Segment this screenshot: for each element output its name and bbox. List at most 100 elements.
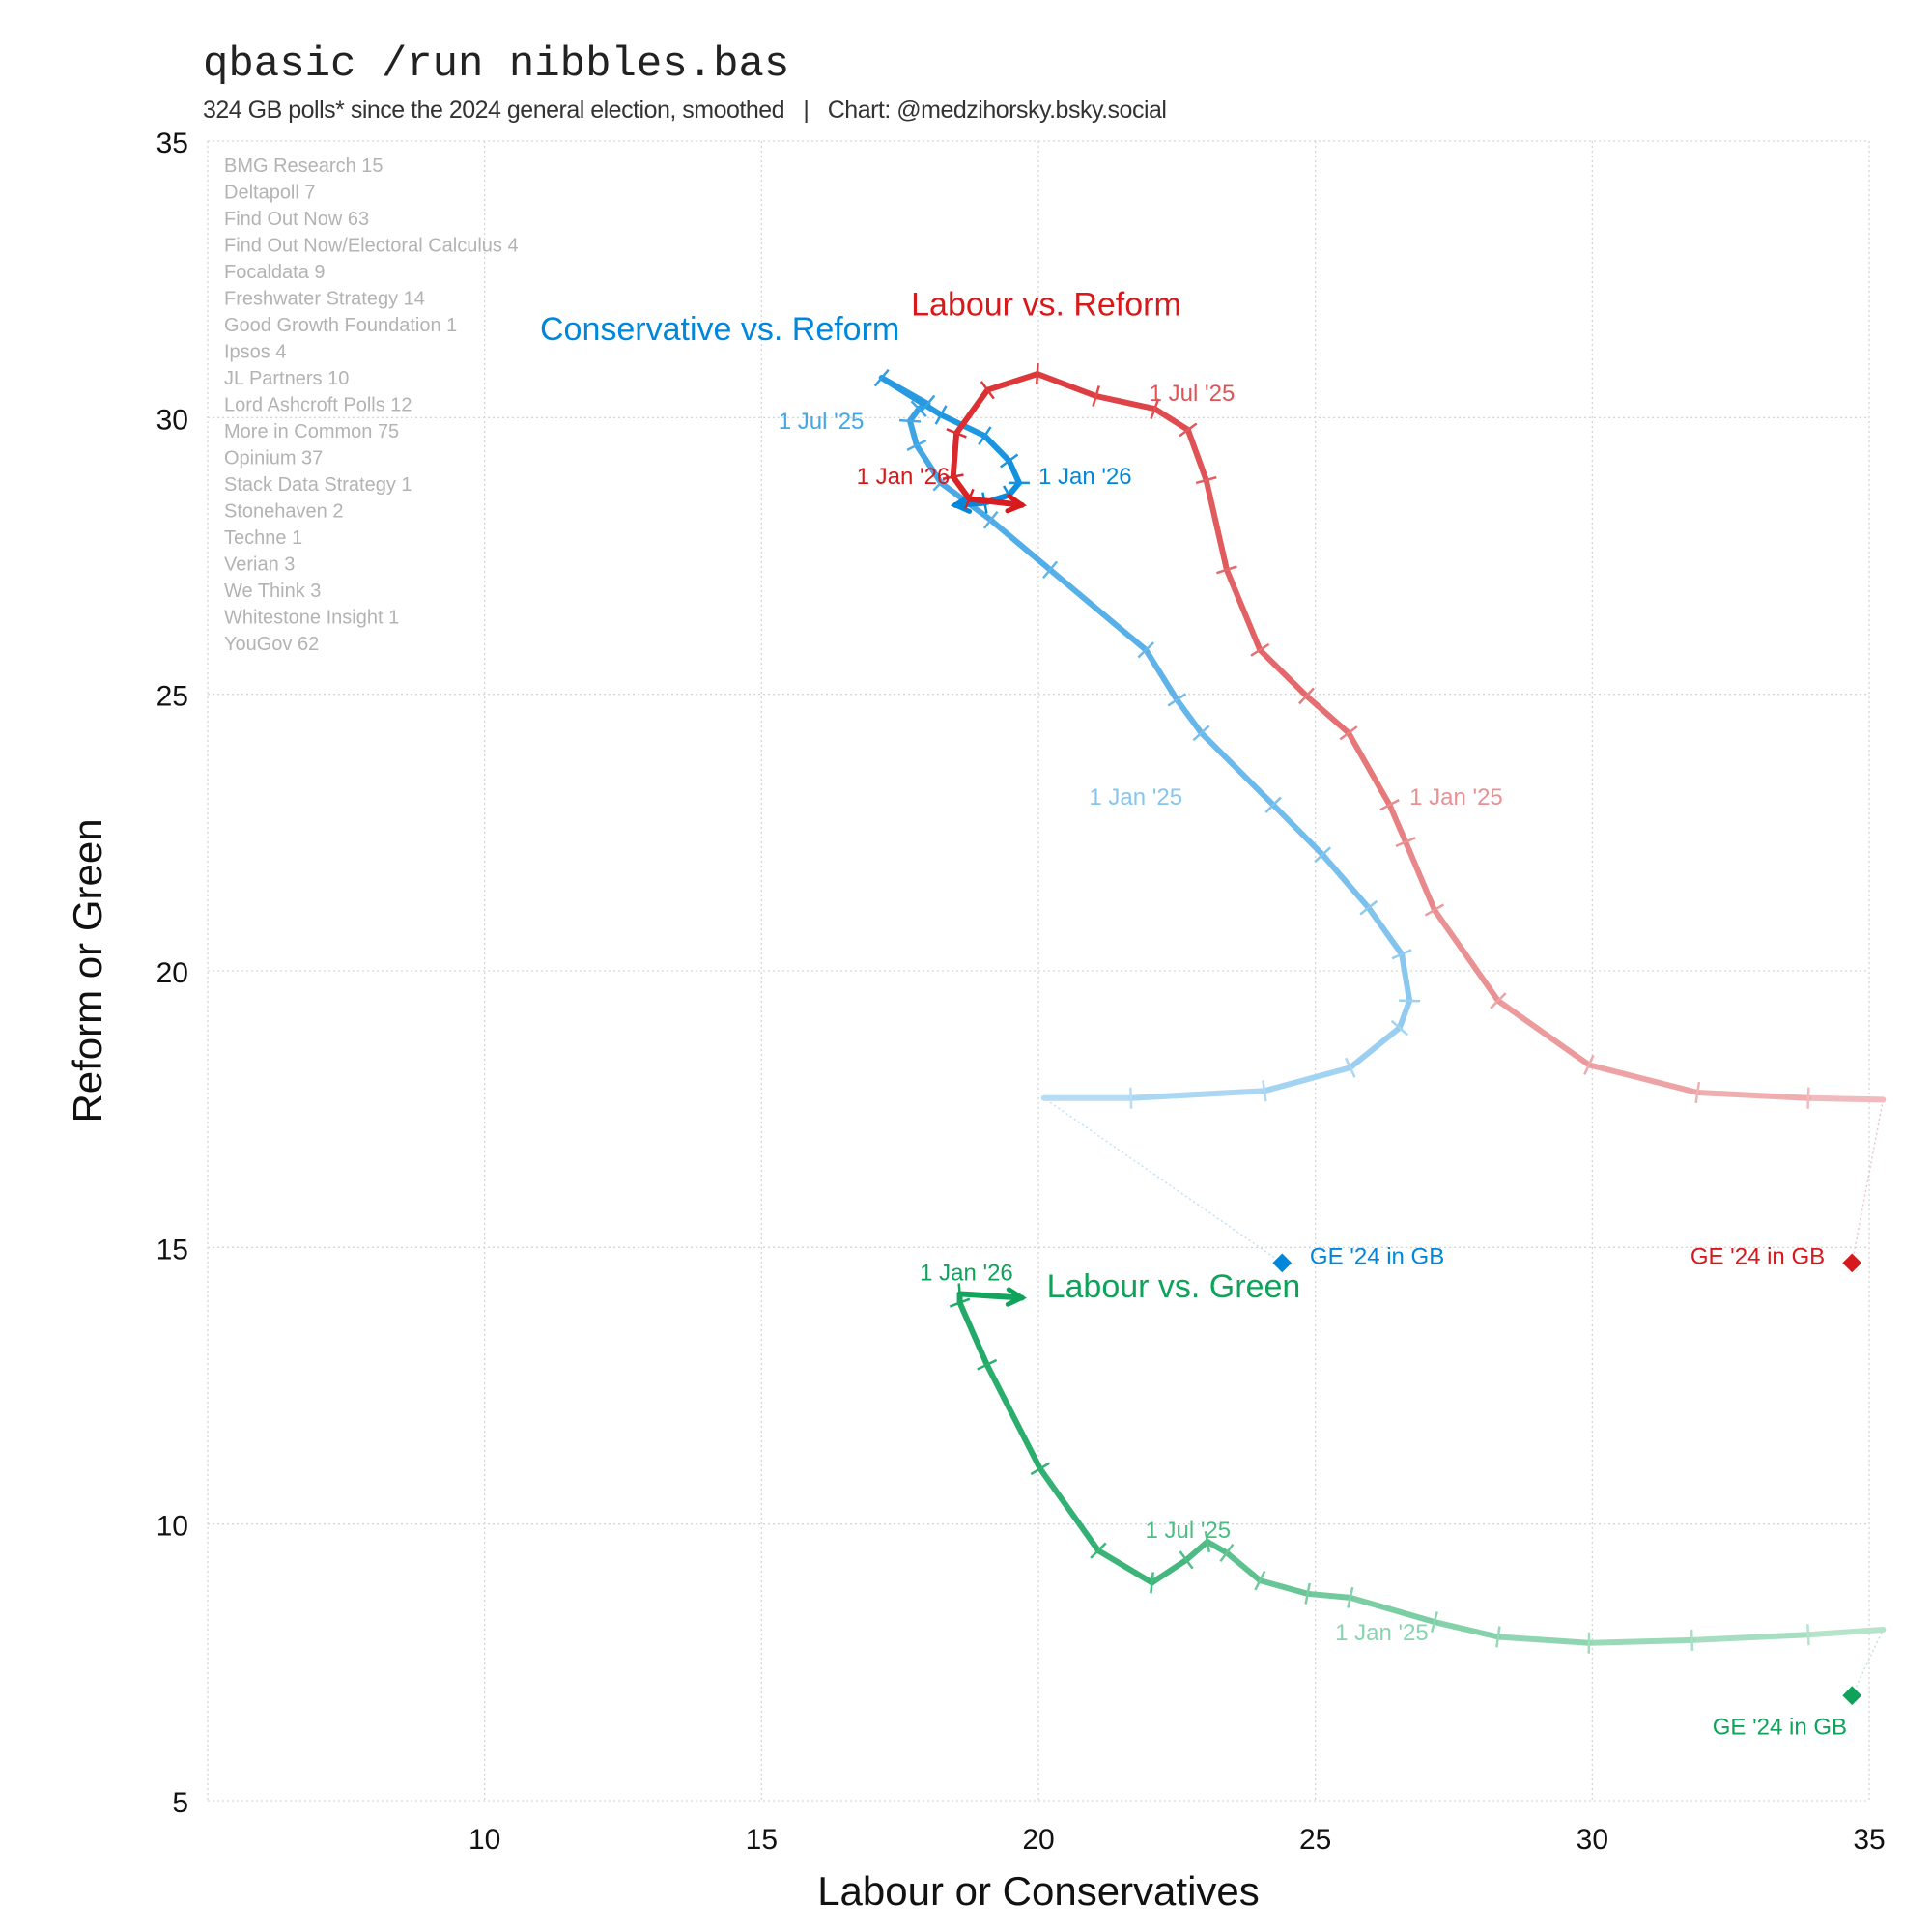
month-tick [1347, 1586, 1354, 1608]
series-segment [1347, 1594, 1437, 1626]
series-segment [1804, 1627, 1887, 1638]
month-tick [910, 400, 927, 417]
y-tick-label: 30 [156, 404, 188, 436]
month-tick [1694, 1081, 1701, 1104]
month-tick [1167, 693, 1187, 707]
x-axis-title: Labour or Conservatives [817, 1868, 1260, 1914]
series-segment [956, 1291, 1025, 1301]
series-segment [1431, 907, 1501, 1004]
pollster-item: Focaldata 9 [224, 262, 326, 283]
series-segment [1396, 997, 1413, 1031]
series-segment [1183, 1538, 1210, 1563]
series-segment [987, 517, 1054, 573]
month-tick [1314, 846, 1332, 864]
month-tick [977, 1358, 998, 1371]
month-tick [957, 1283, 962, 1305]
series-segment [1006, 458, 1022, 486]
ge-connector [1851, 1099, 1885, 1264]
date-label: 1 Jan '26 [1038, 464, 1132, 490]
series-label: Labour vs. Green [1047, 1268, 1301, 1305]
month-tick [1345, 1057, 1356, 1078]
month-tick [906, 439, 927, 452]
series-segment [1198, 729, 1277, 809]
series-segment [1174, 696, 1205, 736]
month-tick [1690, 1629, 1694, 1651]
series-segment [1304, 1590, 1353, 1601]
series-segment [956, 1299, 990, 1368]
series-label: Labour vs. Reform [911, 286, 1181, 323]
month-tick [1179, 422, 1198, 438]
month-tick [1262, 1080, 1267, 1102]
month-tick [1204, 1530, 1211, 1553]
series-segment [1143, 646, 1180, 703]
y-axis-title: Reform or Green [65, 818, 110, 1122]
month-tick [934, 405, 948, 425]
month-tick [1379, 798, 1400, 811]
series-segment [1689, 1632, 1811, 1643]
chart-subtitle: 324 GB polls* since the 2024 general ele… [203, 97, 1167, 124]
month-tick [1391, 949, 1412, 960]
month-tick [1424, 903, 1445, 917]
ge-connector [1043, 1097, 1283, 1264]
series-segment [1399, 951, 1413, 1004]
series-segment [1585, 1636, 1695, 1646]
pollster-item: BMG Research 15 [224, 156, 384, 177]
month-tick [873, 368, 890, 387]
series-segment [1346, 729, 1393, 809]
series-segment [1151, 406, 1191, 433]
ge-label: GE '24 in GB [1690, 1244, 1825, 1270]
month-tick [999, 453, 1019, 469]
y-tick-label: 35 [156, 128, 188, 159]
date-label: 1 Jan '25 [1409, 784, 1503, 810]
y-tick-label: 20 [156, 957, 188, 989]
pollster-item: Good Growth Foundation 1 [224, 315, 457, 336]
ge-marker [1842, 1253, 1862, 1273]
pollster-item: Freshwater Strategy 14 [224, 289, 425, 310]
pollster-item: Whitestone Insight 1 [224, 608, 399, 629]
x-tick-label: 25 [1299, 1824, 1331, 1856]
series-segment [1694, 1089, 1811, 1101]
pollster-item: Ipsos 4 [224, 342, 286, 363]
ge-marker [1842, 1686, 1862, 1706]
month-tick [1399, 999, 1421, 1003]
month-tick [1219, 1543, 1235, 1563]
month-tick [1339, 725, 1358, 741]
date-label: 1 Jul '25 [1145, 1518, 1231, 1544]
pollster-item: YouGov 62 [224, 634, 319, 655]
month-tick [1583, 1054, 1595, 1075]
date-label: 1 Jul '25 [779, 409, 865, 435]
series-segment [1804, 1094, 1887, 1103]
series-segment [1347, 1024, 1403, 1071]
series-segment [1203, 477, 1230, 573]
date-label: 1 Jul '25 [1150, 381, 1236, 407]
series-segment [1223, 566, 1264, 653]
series-segment [1270, 802, 1326, 858]
ge-connector [1851, 1629, 1885, 1696]
series-segment [1037, 1465, 1101, 1554]
pollster-item: Stack Data Strategy 1 [224, 474, 412, 496]
series-segment [1149, 1556, 1190, 1586]
month-tick [1150, 398, 1160, 419]
series-segment [950, 473, 973, 502]
month-tick [1137, 641, 1154, 659]
month-tick [1216, 565, 1237, 575]
series-segment [906, 417, 920, 448]
series-segment [1585, 1062, 1701, 1095]
ge-marker [1272, 1253, 1293, 1273]
month-tick [980, 381, 995, 400]
ge-label: GE '24 in GB [1310, 1244, 1444, 1270]
series-segment [1184, 426, 1209, 484]
month-tick [920, 394, 936, 413]
series-segment [878, 375, 945, 418]
series-segment [981, 433, 1012, 465]
y-tick-label: 15 [156, 1234, 188, 1265]
y-tick-label: 5 [172, 1787, 188, 1819]
pollster-item: Lord Ashcroft Polls 12 [224, 395, 412, 416]
month-tick [1304, 1582, 1311, 1605]
series-segment [1303, 693, 1352, 736]
pollster-item: Techne 1 [224, 527, 302, 549]
month-tick [1490, 992, 1507, 1009]
pollster-item: Deltapoll 7 [224, 183, 316, 204]
